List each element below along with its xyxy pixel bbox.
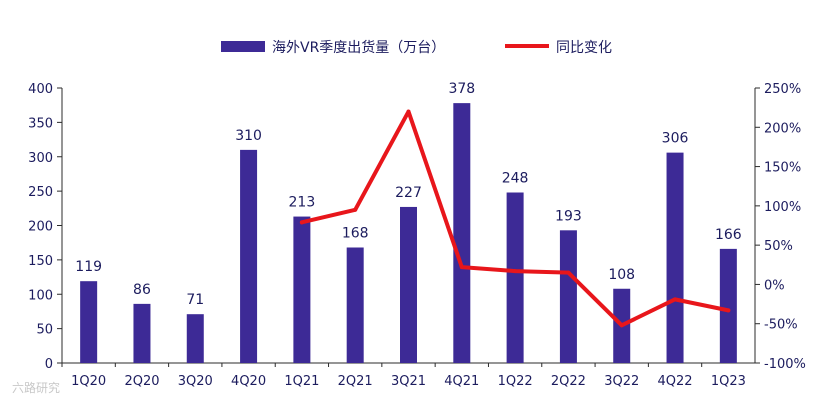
x-tick-label: 4Q21: [444, 374, 479, 389]
y-right-tick-label: -50%: [764, 318, 798, 333]
axes: 0 50 100 150 200 250 300 350 400 -100% -50% 0% 50% 10…: [28, 82, 806, 372]
y-left-tick-label: 150: [28, 254, 53, 269]
bar: [719, 248, 737, 363]
legend: 海外VR季度出货量（万台） 同比变化: [221, 39, 612, 56]
bar: [400, 206, 417, 363]
y-right-tick-label: 250%: [764, 82, 801, 97]
y-left-tick-label: 200: [28, 220, 53, 235]
bar-value-label: 310: [235, 128, 262, 144]
y-left-tick-label: 50: [36, 323, 53, 338]
bar-value-label: 248: [502, 171, 529, 187]
y-right-tick-label: 150%: [764, 161, 801, 176]
y-left-tick-label: 400: [28, 82, 53, 97]
bar-value-label: 166: [715, 227, 742, 243]
y-left-tick-label: 0: [45, 357, 53, 372]
y-right-tick-label: 0%: [764, 278, 785, 293]
bar: [80, 281, 98, 363]
bar-value-label: 108: [608, 267, 635, 283]
bar-data-labels: 119 86 71 310 213 168 227 378 248 193 108 306 166: [75, 81, 742, 308]
x-tick-label: 1Q22: [498, 374, 533, 389]
x-tick-label: 3Q20: [178, 374, 213, 389]
x-tick-label: 1Q20: [71, 374, 106, 389]
line-point: [619, 323, 624, 328]
y-right-tick-label: 50%: [764, 239, 793, 254]
bar-value-label: 378: [448, 81, 475, 97]
line-point: [299, 220, 304, 225]
x-tick-label: 2Q22: [551, 374, 586, 389]
bar-value-label: 227: [395, 185, 422, 201]
line-point: [513, 269, 518, 274]
bar: [186, 314, 204, 363]
bar-value-label: 193: [555, 208, 582, 224]
x-tick-label: 1Q23: [711, 374, 746, 389]
x-tick-label: 2Q20: [124, 374, 159, 389]
y-right-tick-label: -100%: [764, 357, 806, 372]
bar: [240, 149, 258, 363]
bar-value-label: 71: [186, 292, 204, 308]
x-tick-label: 4Q20: [231, 374, 266, 389]
bar: [559, 230, 577, 363]
x-tick-labels: 1Q20 2Q20 3Q20 4Q20 1Q21 2Q21 3Q21 4Q21 1Q22 2Q22…: [61, 363, 746, 389]
y-left-tick-label: 300: [28, 151, 53, 166]
bar: [133, 303, 151, 363]
y-left-tick-label: 250: [28, 185, 53, 200]
bar-value-label: 306: [662, 131, 689, 147]
x-tick-label: 3Q22: [604, 374, 639, 389]
line-point: [353, 207, 358, 212]
bar-series: [80, 103, 737, 363]
line-point: [406, 109, 411, 114]
legend-label-yoy: 同比变化: [556, 40, 612, 56]
bar: [453, 103, 471, 363]
bar-value-label: 119: [75, 259, 102, 275]
line-point: [459, 265, 464, 270]
line-point: [673, 297, 678, 302]
bar-value-label: 86: [133, 282, 151, 298]
legend-label-shipments: 海外VR季度出货量（万台）: [272, 39, 445, 56]
legend-swatch-shipments: [221, 41, 265, 52]
x-tick-label: 1Q21: [284, 374, 319, 389]
y-right-tick-label: 100%: [764, 200, 801, 215]
line-point: [566, 270, 571, 275]
y-right-tick-label: 200%: [764, 121, 801, 136]
x-tick-label: 4Q22: [658, 374, 693, 389]
bar: [346, 247, 364, 363]
x-tick-label: 3Q21: [391, 374, 426, 389]
line-point: [726, 308, 731, 313]
bar-value-label: 168: [342, 226, 369, 242]
bar: [293, 216, 311, 363]
bar-value-label: 213: [289, 195, 316, 211]
x-tick-label: 2Q21: [338, 374, 373, 389]
watermark-text: 六路研究: [12, 380, 60, 395]
y-left-tick-label: 350: [28, 116, 53, 131]
line-series: [299, 109, 731, 328]
y-left-tick-label: 100: [28, 288, 53, 303]
bar: [506, 192, 524, 363]
bar: [666, 152, 684, 363]
